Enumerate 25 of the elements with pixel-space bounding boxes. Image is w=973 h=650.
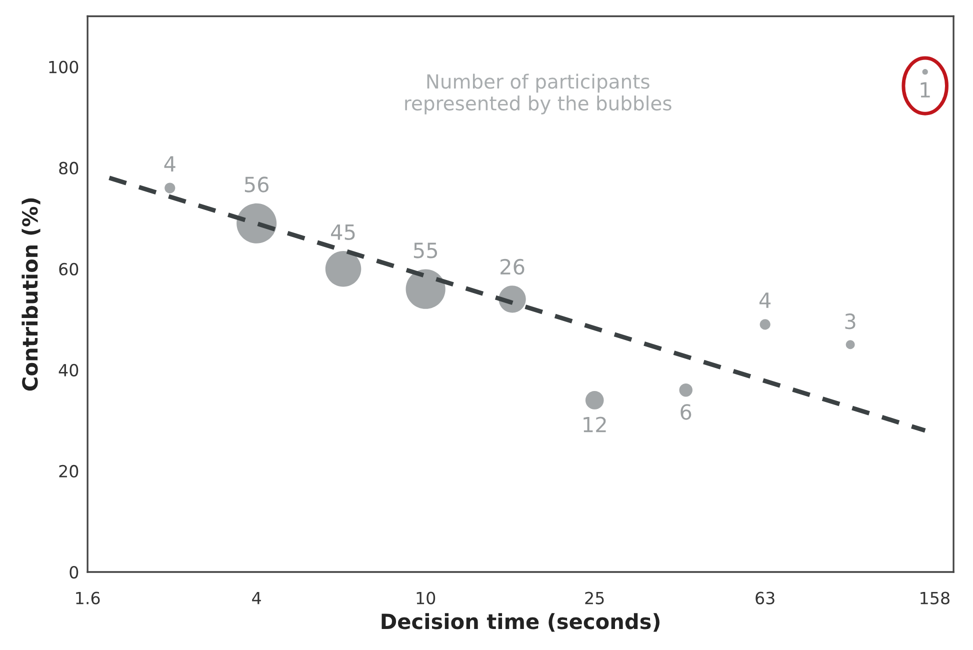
- annotation: 45: [331, 224, 355, 240]
- x-axis-title: Decision time (seconds): [382, 613, 660, 632]
- annotation: 4: [164, 156, 176, 172]
- annotation: 4: [759, 292, 771, 308]
- x-tick-label: 4: [252, 592, 261, 604]
- x-tick-label: 158: [920, 592, 950, 604]
- y-tick-label: 40: [58, 364, 78, 376]
- y-tick-label: 0: [70, 566, 78, 579]
- y-tick-label: 80: [59, 162, 78, 174]
- y-tick-label: 100: [49, 60, 78, 74]
- annotation: 26: [500, 258, 524, 275]
- y-tick-label: 20: [59, 464, 78, 478]
- annotation: 12: [584, 416, 606, 432]
- annotation: 55: [414, 242, 438, 258]
- x-tick-label: 10: [416, 592, 436, 604]
- annotation: 56: [244, 176, 269, 192]
- x-tick-label: 1.6: [76, 592, 100, 604]
- x-tick-label: 63: [756, 592, 774, 604]
- annotation: Number of participants represented by the bubbles: [405, 74, 672, 114]
- annotation: 6: [680, 404, 692, 420]
- y-tick-label: 60: [59, 262, 78, 276]
- x-tick-label: 25: [585, 592, 604, 604]
- y-axis-title: Contribution (%): [22, 198, 40, 391]
- annotation: 3: [845, 313, 856, 330]
- annotation: 1: [920, 82, 930, 98]
